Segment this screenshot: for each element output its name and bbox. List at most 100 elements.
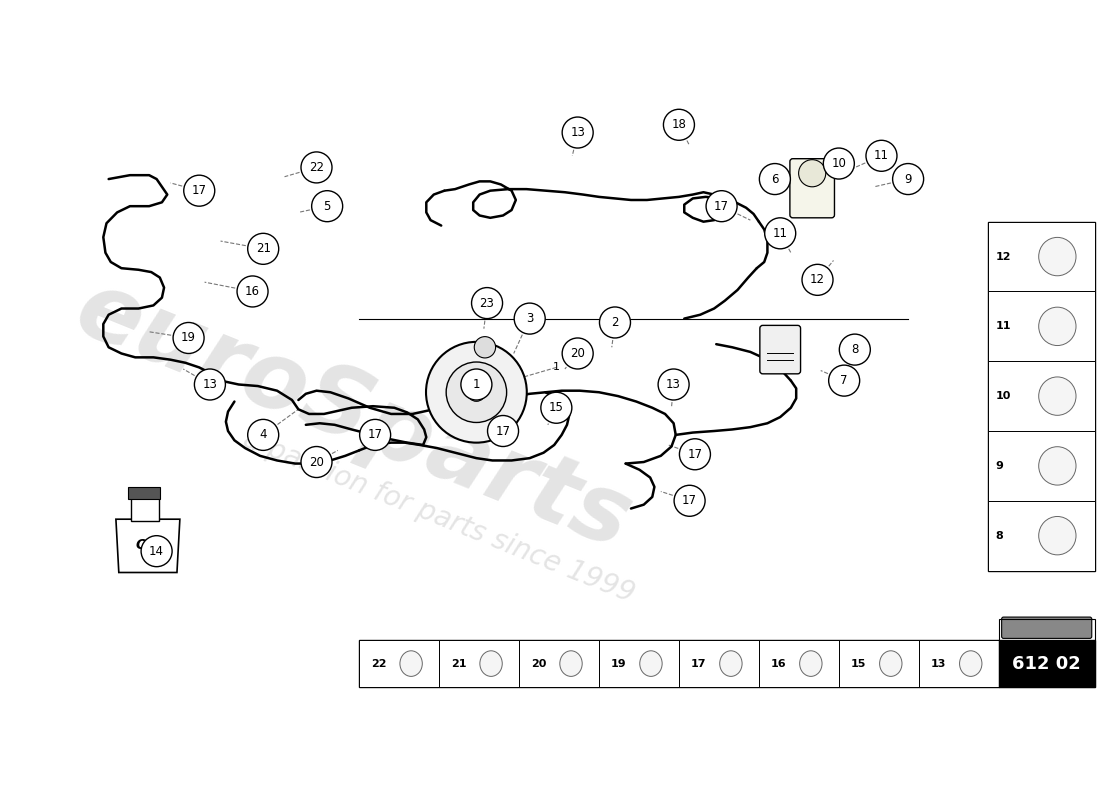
Text: 17: 17: [191, 184, 207, 197]
Circle shape: [461, 369, 492, 400]
Text: 16: 16: [770, 658, 786, 669]
Text: 14: 14: [150, 545, 164, 558]
Text: 1: 1: [553, 362, 560, 373]
Circle shape: [468, 383, 485, 402]
Text: 18: 18: [671, 118, 686, 131]
Ellipse shape: [800, 650, 822, 676]
Circle shape: [802, 264, 833, 295]
Text: 13: 13: [202, 378, 218, 391]
Circle shape: [184, 175, 214, 206]
FancyBboxPatch shape: [1002, 617, 1092, 638]
Circle shape: [562, 117, 593, 148]
Text: OIL: OIL: [135, 538, 161, 552]
Text: 11: 11: [874, 150, 889, 162]
Bar: [600, 640, 679, 687]
Bar: [839, 640, 918, 687]
Text: 22: 22: [309, 161, 324, 174]
Ellipse shape: [1038, 238, 1076, 276]
Text: 10: 10: [832, 157, 846, 170]
Circle shape: [301, 152, 332, 183]
Polygon shape: [116, 519, 180, 573]
Text: 21: 21: [451, 658, 466, 669]
Circle shape: [828, 365, 860, 396]
Circle shape: [674, 486, 705, 516]
Ellipse shape: [880, 650, 902, 676]
Circle shape: [474, 337, 496, 358]
Circle shape: [600, 307, 630, 338]
Bar: [131, 497, 158, 521]
Text: 612 02: 612 02: [1012, 654, 1081, 673]
Ellipse shape: [560, 650, 582, 676]
Circle shape: [301, 446, 332, 478]
Circle shape: [663, 110, 694, 140]
Ellipse shape: [480, 650, 503, 676]
Bar: [679, 640, 759, 687]
Text: euroSparts: euroSparts: [63, 262, 645, 569]
Ellipse shape: [1038, 517, 1076, 555]
Text: 2: 2: [612, 316, 618, 329]
Text: 20: 20: [570, 347, 585, 360]
Text: a passion for parts since 1999: a passion for parts since 1999: [240, 425, 639, 608]
Bar: [359, 640, 999, 687]
Circle shape: [759, 163, 791, 194]
Circle shape: [360, 419, 390, 450]
FancyBboxPatch shape: [760, 326, 801, 374]
Ellipse shape: [719, 650, 742, 676]
Text: 13: 13: [570, 126, 585, 139]
Bar: [999, 619, 1094, 687]
Text: 17: 17: [367, 428, 383, 442]
Ellipse shape: [959, 650, 982, 676]
Circle shape: [173, 322, 205, 354]
Circle shape: [658, 369, 689, 400]
Bar: [988, 362, 1094, 431]
Circle shape: [514, 303, 546, 334]
Bar: [918, 640, 999, 687]
Bar: [359, 640, 439, 687]
Text: 15: 15: [850, 658, 866, 669]
Circle shape: [839, 334, 870, 365]
Text: 13: 13: [667, 378, 681, 391]
Text: 20: 20: [309, 455, 323, 469]
Text: 22: 22: [371, 658, 386, 669]
Bar: [519, 640, 600, 687]
Circle shape: [541, 392, 572, 423]
Circle shape: [195, 369, 226, 400]
Ellipse shape: [1038, 377, 1076, 415]
Circle shape: [311, 190, 343, 222]
Text: 15: 15: [549, 402, 564, 414]
FancyBboxPatch shape: [790, 158, 835, 218]
Text: 17: 17: [714, 200, 729, 213]
Bar: [999, 640, 1094, 687]
Bar: [759, 640, 839, 687]
Text: 4: 4: [260, 428, 267, 442]
Text: 21: 21: [255, 242, 271, 255]
Text: 17: 17: [495, 425, 510, 438]
Text: 10: 10: [996, 391, 1011, 401]
Circle shape: [426, 342, 527, 442]
Circle shape: [248, 234, 278, 264]
Circle shape: [141, 536, 172, 566]
Circle shape: [866, 140, 896, 171]
Text: 9: 9: [904, 173, 912, 186]
Text: 20: 20: [530, 658, 546, 669]
Bar: [988, 501, 1094, 570]
Circle shape: [562, 338, 593, 369]
Circle shape: [764, 218, 795, 249]
Text: 1: 1: [473, 378, 480, 391]
Circle shape: [447, 362, 507, 422]
Bar: [988, 222, 1094, 291]
Circle shape: [248, 419, 278, 450]
Text: 9: 9: [996, 461, 1003, 471]
Circle shape: [680, 438, 711, 470]
Text: 6: 6: [771, 173, 779, 186]
Text: 17: 17: [682, 494, 697, 507]
Ellipse shape: [640, 650, 662, 676]
Text: 11: 11: [996, 322, 1011, 331]
Circle shape: [799, 160, 826, 187]
Bar: [988, 431, 1094, 501]
Circle shape: [892, 163, 924, 194]
Text: 19: 19: [610, 658, 626, 669]
Text: 12: 12: [810, 274, 825, 286]
Text: 8: 8: [851, 343, 858, 356]
Circle shape: [706, 190, 737, 222]
